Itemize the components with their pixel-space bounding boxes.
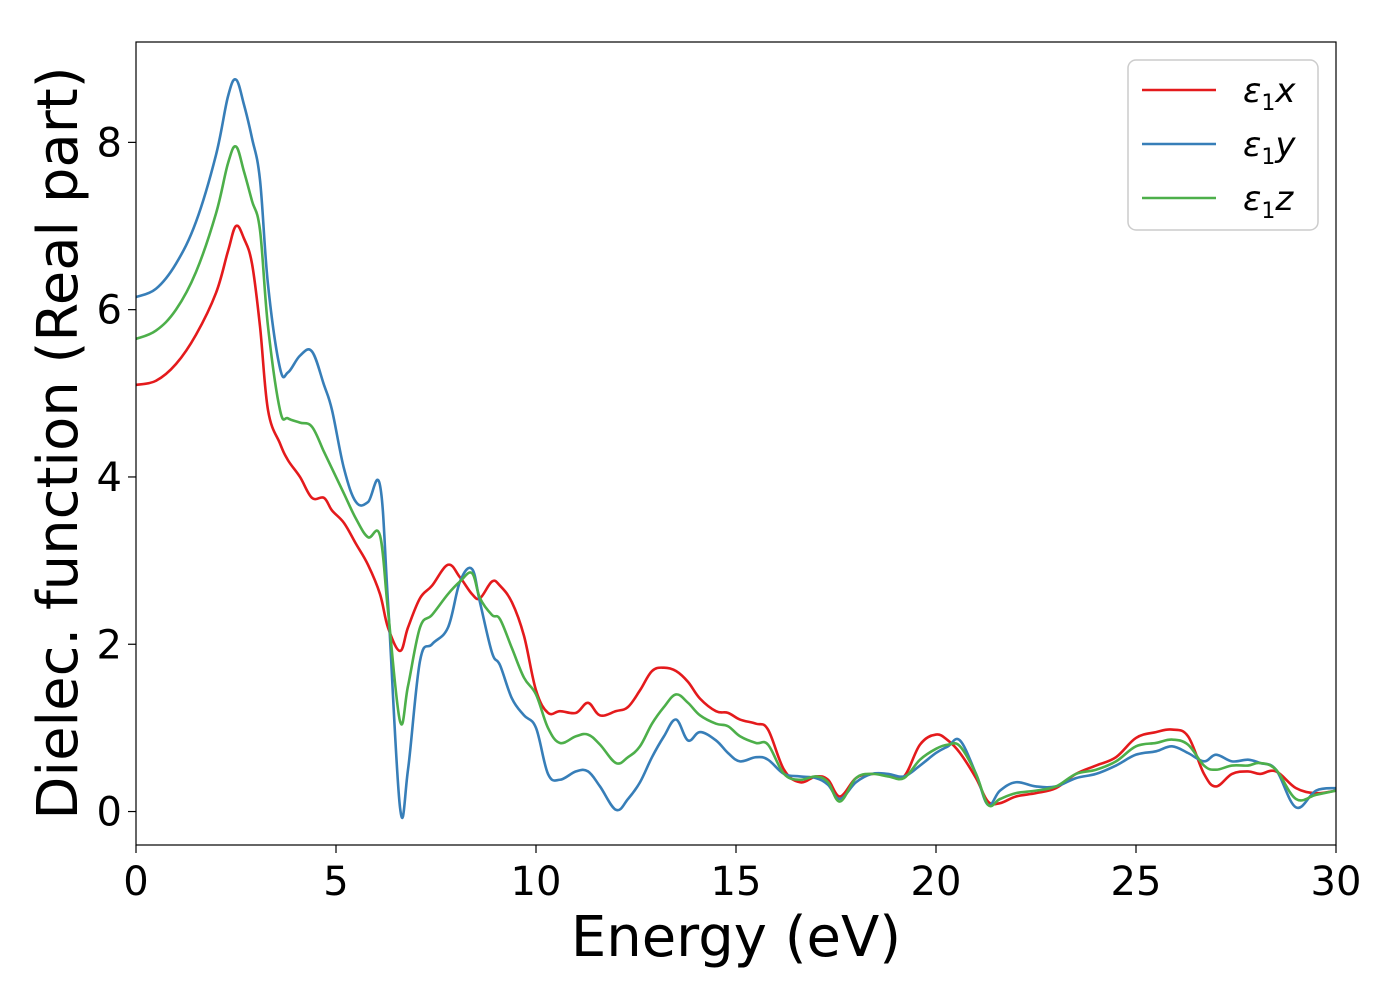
x-tick-label: 15 — [711, 859, 762, 905]
legend-label-z: ε1z — [1243, 179, 1294, 224]
legend-label-y: ε1y — [1243, 125, 1296, 170]
x-tick-label: 0 — [123, 859, 148, 905]
legend-box — [1127, 59, 1319, 231]
series-line-x — [135, 224, 1337, 806]
series-group — [135, 78, 1337, 819]
y-axis-label: Dielec. function (Real part) — [26, 66, 91, 819]
x-tick-label: 20 — [911, 859, 962, 905]
x-axis-label: Energy (eV) — [571, 905, 901, 970]
y-tick-label: 8 — [97, 120, 122, 166]
x-tick-label: 25 — [1111, 859, 1162, 905]
series-line-y — [135, 78, 1337, 819]
legend: ε1x ε1y ε1z — [1127, 59, 1319, 231]
y-tick-label: 2 — [97, 622, 122, 668]
y-tick-label: 0 — [97, 790, 122, 836]
x-axis-ticks: 0 5 10 15 20 25 30 — [123, 845, 1361, 905]
y-tick-label: 4 — [97, 455, 122, 501]
x-tick-label: 30 — [1311, 859, 1362, 905]
series-line-z — [135, 145, 1337, 808]
y-tick-label: 6 — [97, 288, 122, 334]
y-axis-ticks: 0 2 4 6 8 — [97, 120, 136, 836]
x-tick-label: 5 — [323, 859, 348, 905]
x-tick-label: 10 — [511, 859, 562, 905]
legend-label-x: ε1x — [1243, 71, 1296, 116]
